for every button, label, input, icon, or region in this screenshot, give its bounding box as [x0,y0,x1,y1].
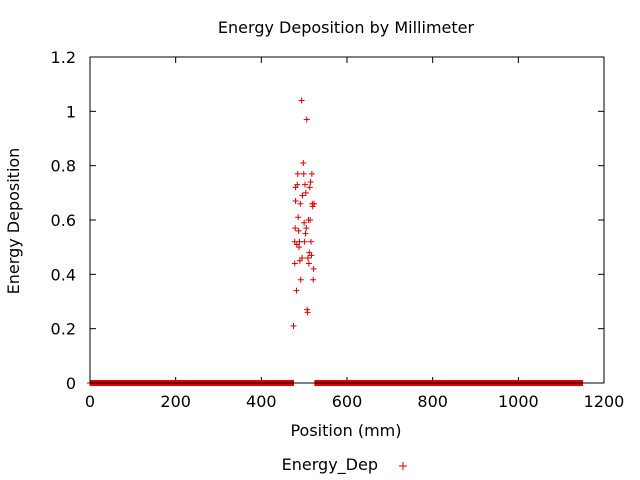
y-tick-label: 1 [66,102,76,121]
data-point [296,238,303,245]
data-point [303,116,310,123]
data-point [306,184,313,191]
data-point [302,189,309,196]
plot-frame [89,56,605,384]
chart-title: Energy Deposition by Millimeter [218,18,475,37]
data-point [308,170,315,177]
y-axis-label: Energy Deposition [4,148,23,295]
legend: Energy_Dep [282,455,407,475]
y-tick-label: 0.2 [51,320,76,339]
legend-marker [399,462,407,470]
data-point [297,276,304,283]
data-point [294,181,301,188]
x-tick-label: 600 [332,392,363,411]
y-tick-label: 1.2 [51,48,76,67]
data-point [293,287,300,294]
data-point [308,252,315,259]
y-tick-label: 0.4 [51,265,76,284]
x-tick-label: 400 [246,392,277,411]
data-point [297,200,304,207]
data-point [296,244,303,251]
data-point [307,178,314,185]
legend-label: Energy_Dep [282,455,378,475]
data-point [290,322,297,329]
data-point [307,217,314,223]
data-point [300,170,307,177]
data-point [310,265,317,272]
data-point [300,159,307,166]
x-tick-label: 200 [160,392,191,411]
x-tick-label: 0 [85,392,95,411]
data-point [304,309,311,316]
data-point [309,203,316,210]
data-point [305,260,312,267]
data-point [305,255,312,262]
data-point [301,238,308,245]
data-point [311,200,318,207]
data-point [302,181,309,188]
y-tick-label: 0.6 [51,211,76,230]
x-tick-label: 1000 [498,392,539,411]
x-tick-label: 1200 [584,392,625,411]
data-point [292,197,299,204]
data-point [298,97,305,104]
y-tick-label: 0 [66,374,76,393]
data-point [303,225,310,232]
x-tick-label: 800 [417,392,448,411]
data-point [291,260,298,267]
data-point [299,192,306,199]
data-point [310,276,317,283]
data-point [301,219,308,226]
y-tick-label: 0.8 [51,157,76,176]
data-point [308,238,315,245]
data-point [292,225,299,232]
data-point [295,214,302,221]
x-axis-label: Position (mm) [290,421,401,440]
data-point [302,230,309,237]
data-point [294,170,301,177]
data-point [299,255,306,262]
data-point [295,227,302,234]
